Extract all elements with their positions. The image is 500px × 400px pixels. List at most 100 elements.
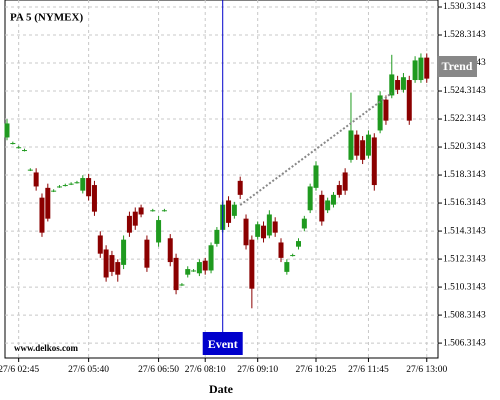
plot-frame [4, 0, 439, 359]
candle-body [412, 60, 418, 81]
candle-body [56, 186, 62, 188]
candle-body [296, 241, 301, 247]
candle-body [161, 210, 167, 212]
candle-body [313, 165, 319, 188]
y-tick-label: 1.530.3143 [443, 2, 486, 12]
candle-body [91, 185, 97, 212]
candle-body [284, 262, 290, 272]
event-box [202, 332, 243, 355]
candle-body [51, 190, 57, 192]
candle-body [360, 140, 366, 160]
candle-body [261, 225, 267, 239]
candle-body [86, 178, 92, 197]
candle-body [243, 218, 249, 246]
candle-body [301, 218, 307, 229]
candle-body [418, 57, 424, 81]
x-tick-label: 27/6 10:25 [296, 365, 337, 375]
candle-body [103, 249, 109, 278]
candle-body [173, 257, 179, 291]
candle-body [214, 229, 220, 244]
x-tick-label: 27/6 08:10 [185, 365, 226, 375]
candle-body [27, 169, 33, 171]
candle-body [196, 262, 202, 274]
candle-body [255, 224, 261, 237]
candle-body [307, 186, 313, 211]
candle-body [231, 204, 237, 216]
trend-label: Trend [442, 59, 473, 73]
candle-body [74, 182, 80, 184]
y-tick-label: 1.528.3143 [443, 30, 486, 40]
candle-body [226, 200, 232, 223]
y-tick-label: 1.512.3143 [443, 254, 486, 264]
candle-body [377, 95, 383, 131]
y-tick-label: 1.510.3143 [443, 282, 486, 292]
candle-body [354, 134, 360, 156]
y-tick-label: 1.522.3143 [443, 114, 486, 124]
candle-body [191, 270, 197, 272]
candle-body [179, 284, 185, 286]
candle-body [121, 239, 127, 265]
candle-body [400, 77, 406, 90]
x-tick-label: 27/6 13:00 [406, 365, 447, 375]
candle-body [126, 215, 132, 233]
candle-body [21, 150, 27, 152]
chart-title: PA 5 (NYMEX) [10, 12, 83, 24]
candle-body [185, 269, 191, 275]
candle-body [156, 220, 162, 243]
candle-body [266, 214, 272, 236]
candle-body [319, 194, 325, 222]
candle-body [365, 134, 371, 156]
x-tick-label: 27/6 02:45 [0, 365, 39, 375]
candle-body [348, 130, 354, 160]
y-tick-label: 1.516.3143 [443, 198, 486, 208]
candle-body [115, 262, 121, 275]
x-axis-label: Date [209, 382, 234, 396]
candle-body [4, 123, 10, 138]
y-tick-label: 1.508.3143 [443, 310, 486, 320]
candle-body [237, 180, 243, 195]
candle-body [109, 255, 115, 272]
candle-body [16, 147, 22, 149]
candle-body [62, 185, 68, 187]
y-tick-label: 1.524.3143 [443, 86, 486, 96]
candle-body [202, 260, 208, 271]
candle-body [97, 235, 103, 254]
candle-body [68, 183, 74, 185]
x-tick-label: 27/6 11:45 [348, 365, 389, 375]
candle-body [406, 80, 412, 121]
candle-body [33, 172, 39, 187]
candle-body [342, 172, 348, 191]
candle-body [424, 57, 430, 79]
x-tick-label: 27/6 06:50 [138, 365, 179, 375]
candle-body [272, 221, 278, 233]
candle-body [45, 187, 51, 219]
candle-body [389, 74, 395, 96]
candle-body [150, 210, 156, 212]
candle-body [371, 137, 377, 186]
candle-body [208, 245, 214, 271]
x-tick-label: 27/6 09:10 [237, 365, 278, 375]
watermark: www.delkos.com [14, 343, 79, 353]
x-tick-label: 27/6 05:40 [68, 365, 109, 375]
candle-body [144, 239, 150, 268]
candle-body [325, 200, 331, 211]
y-tick-label: 1.520.3143 [443, 142, 486, 152]
candle-body [336, 185, 342, 195]
candle-body [249, 239, 255, 289]
event-label: Event [208, 337, 238, 351]
candle-body [10, 143, 16, 145]
candle-body [290, 255, 296, 257]
candle-body [167, 238, 173, 263]
candle-body [330, 194, 336, 205]
candle-body [39, 197, 45, 233]
candle-body [383, 99, 389, 121]
candle-body [395, 80, 401, 90]
candle-body [80, 178, 86, 191]
candle-body [132, 211, 138, 226]
y-tick-label: 1.506.3143 [443, 338, 486, 348]
y-tick-label: 1.518.3143 [443, 170, 486, 180]
y-tick-label: 1.514.3143 [443, 226, 486, 236]
trend-box [437, 56, 477, 77]
candle-body [278, 242, 284, 258]
